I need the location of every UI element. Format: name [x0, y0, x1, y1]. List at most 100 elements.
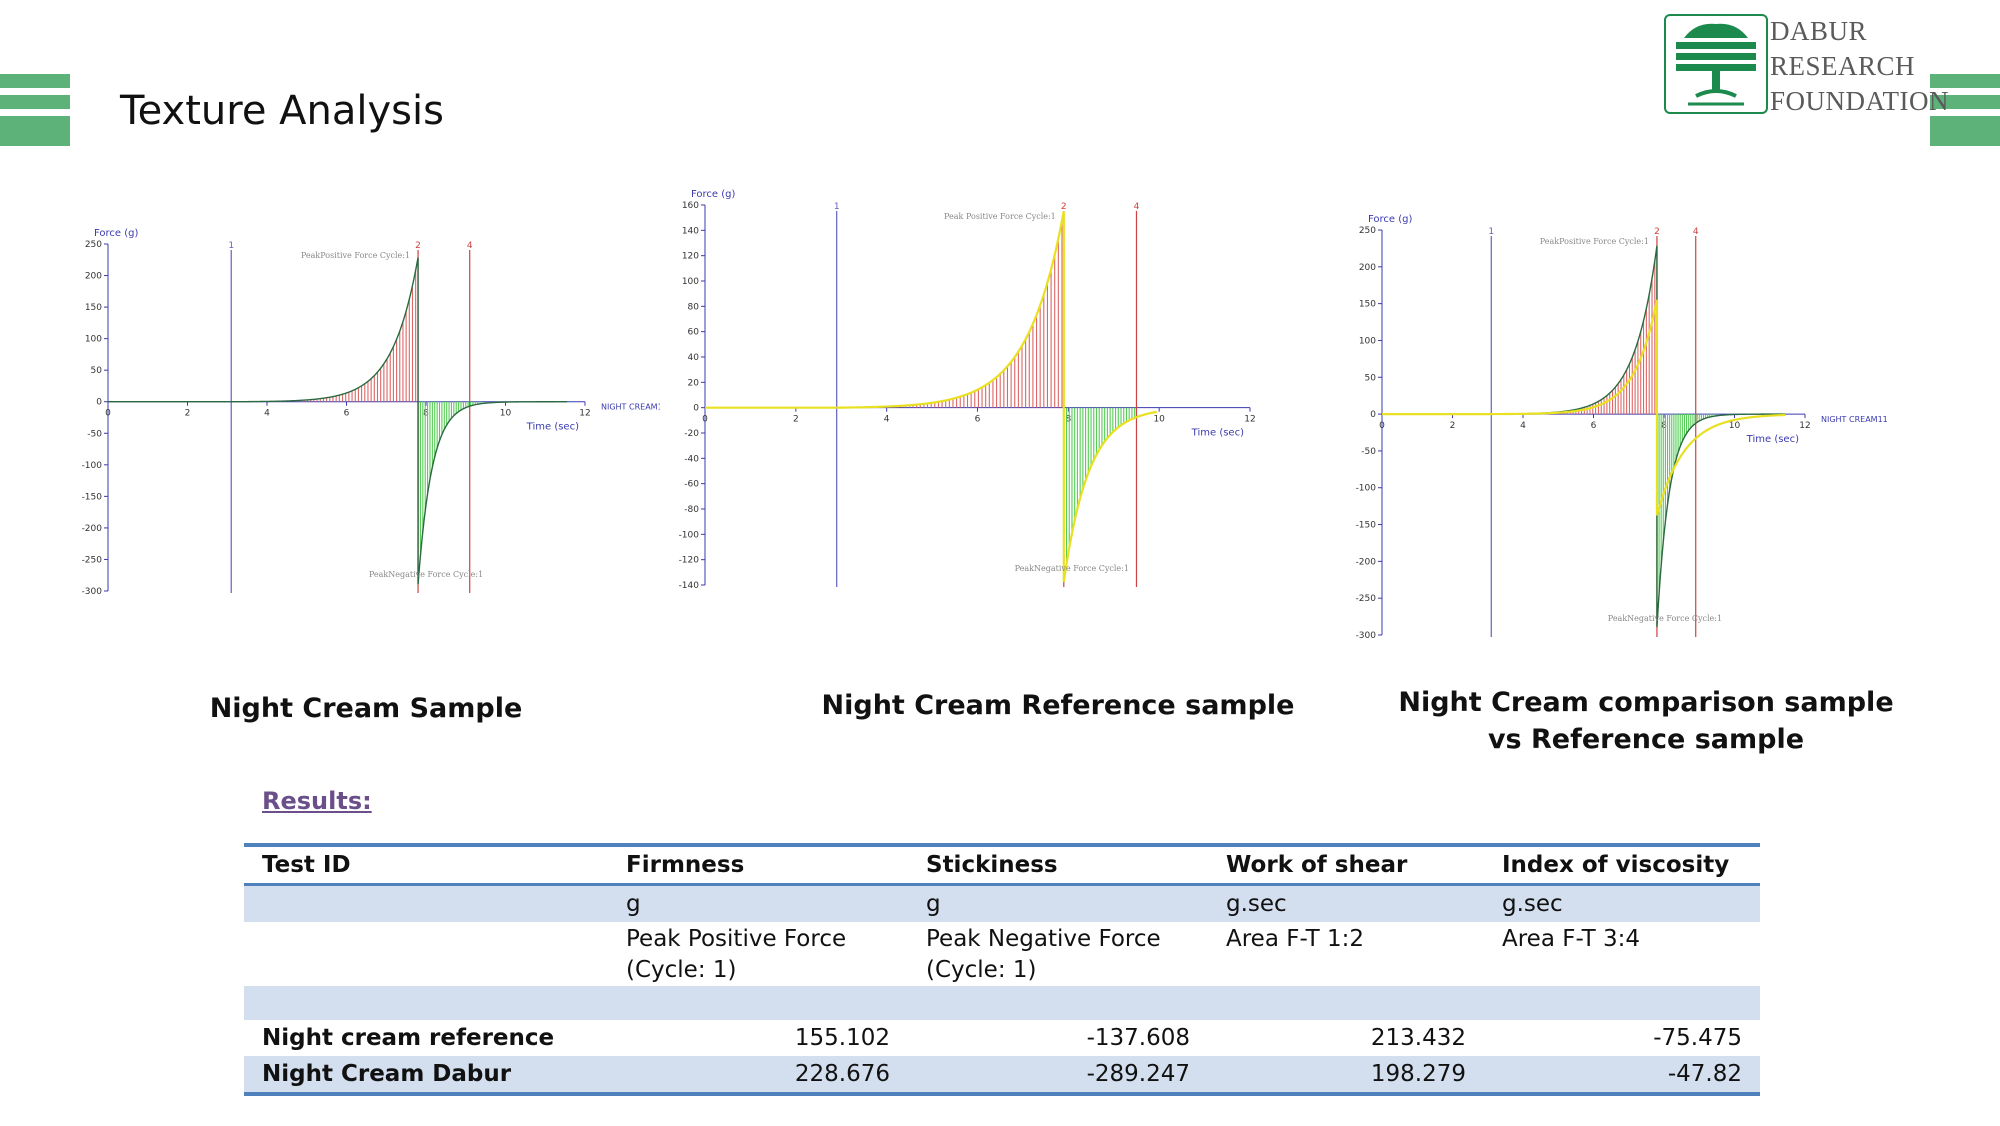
description-cell: Peak Positive Force (Cycle: 1)	[626, 926, 847, 983]
index-of-viscosity-cell: -75.475	[1653, 1025, 1742, 1051]
x-tick-label: 8	[1065, 415, 1071, 425]
y-tick-label: 250	[1359, 226, 1376, 236]
y-axis-label: Force (g)	[94, 228, 138, 239]
column-header: Index of viscosity	[1484, 843, 1760, 886]
x-tick-label: 6	[344, 409, 350, 419]
results-heading: Results:	[262, 787, 372, 815]
caption-comparison: Night Cream comparison sample vs Referen…	[1396, 684, 1896, 758]
left-bar-top	[0, 74, 70, 88]
x-tick-label: 4	[884, 415, 890, 425]
y-tick-label: -80	[684, 505, 699, 515]
x-tick-label: 6	[975, 415, 981, 425]
marker-label: 2	[1654, 227, 1660, 237]
y-tick-label: -50	[87, 429, 102, 439]
left-bar-bottom	[0, 116, 70, 146]
y-tick-label: 120	[682, 252, 699, 262]
y-tick-label: 150	[1359, 300, 1376, 310]
y-tick-label: -150	[82, 492, 103, 502]
peak-positive-annotation: PeakPositive Force Cycle:1	[1540, 237, 1649, 246]
x-tick-label: 0	[105, 409, 111, 419]
peak-negative-annotation: PeakNegative Force Cycle:1	[369, 570, 483, 579]
table-header-row: Test ID Firmness Stickiness Work of shea…	[244, 843, 1760, 886]
peak-negative-annotation: PeakNegative Force Cycle:1	[1608, 614, 1722, 623]
peak-positive-annotation: Peak Positive Force Cycle:1	[944, 212, 1056, 221]
right-bar-top	[1930, 74, 2000, 88]
unit-cell: g	[908, 884, 1208, 922]
y-tick-label: -120	[679, 556, 700, 566]
x-tick-label: 12	[1799, 421, 1810, 431]
y-tick-label: -200	[82, 524, 103, 534]
y-tick-label: -250	[82, 555, 103, 565]
y-tick-label: 0	[96, 398, 102, 408]
y-tick-label: 0	[693, 404, 699, 414]
unit-cell: g.sec	[1208, 884, 1484, 922]
y-tick-label: -100	[679, 530, 700, 540]
y-tick-label: -300	[82, 587, 103, 597]
x-axis-label: Time (sec)	[526, 422, 579, 433]
test-id-cell: Night Cream Dabur	[244, 1056, 608, 1096]
x-axis-label: Time (sec)	[1746, 434, 1799, 445]
y-tick-label: -150	[1356, 521, 1377, 531]
blank-cell	[1484, 986, 1760, 1020]
y-tick-label: 250	[85, 240, 102, 250]
description-cell	[244, 922, 608, 986]
caption-night-cream-sample: Night Cream Sample	[166, 690, 566, 727]
series-legend-label: NIGHT CREAM11	[1821, 415, 1888, 424]
firmness-cell: 228.676	[608, 1056, 908, 1096]
marker-label: 4	[467, 241, 473, 251]
column-header: Firmness	[608, 843, 908, 886]
logo-line: FOUNDATION	[1770, 86, 1949, 116]
marker-label: 2	[415, 241, 421, 251]
right-bar-middle	[1930, 95, 2000, 109]
table-blank-row	[244, 986, 1760, 1020]
x-tick-label: 4	[264, 409, 270, 419]
table-description-row: Peak Positive Force (Cycle: 1) Peak Nega…	[244, 922, 1760, 986]
marker-label: 2	[1061, 202, 1067, 212]
left-bar-middle	[0, 95, 70, 109]
description-cell: Peak Negative Force (Cycle: 1)	[926, 926, 1161, 983]
texture-chart-reference-sample: 160140120100806040200-20-40-60-80-100-12…	[679, 189, 1256, 591]
y-tick-label: 80	[688, 302, 700, 312]
texture-chart-comparison: 250 200 150 100 50 0 -50 -100 -150 -200 -250 -300 0 2…	[1356, 214, 1888, 641]
table-units-row: g g g.sec g.sec	[244, 884, 1760, 922]
x-tick-label: 10	[1153, 415, 1165, 425]
series-legend-label: NIGHT CREAM11	[601, 403, 660, 412]
y-tick-label: 160	[682, 201, 699, 211]
y-tick-label: 100	[85, 335, 102, 345]
y-tick-label: 200	[1359, 263, 1376, 273]
y-tick-label: -140	[679, 581, 700, 591]
y-tick-label: -50	[1361, 447, 1376, 457]
y-tick-label: 60	[688, 328, 700, 338]
caption-line: Night Cream comparison sample	[1398, 687, 1894, 718]
y-axis-label: Force (g)	[1368, 214, 1412, 225]
right-bar-bottom	[1930, 116, 2000, 146]
blank-cell	[908, 986, 1208, 1020]
y-tick-label: 100	[682, 277, 699, 287]
y-tick-label: 40	[688, 353, 700, 363]
y-tick-label: 20	[688, 378, 700, 388]
caption-reference-sample: Night Cream Reference sample	[808, 687, 1308, 724]
y-tick-label: -300	[1356, 631, 1377, 641]
work-of-shear-cell: 198.279	[1208, 1056, 1484, 1096]
stickiness-cell: -289.247	[908, 1056, 1208, 1096]
blank-cell	[1208, 986, 1484, 1020]
dabur-logo: DABUR RESEARCH FOUNDATION	[1664, 14, 1949, 116]
y-axis-label: Force (g)	[691, 189, 735, 200]
column-header: Work of shear	[1208, 843, 1484, 886]
y-tick-label: 0	[1370, 410, 1376, 420]
slide-title: Texture Analysis	[120, 88, 444, 134]
caption-line: Night Cream Reference sample	[821, 690, 1295, 721]
stickiness-cell: -137.608	[1086, 1025, 1190, 1051]
column-header: Test ID	[244, 843, 608, 886]
logo-text: DABUR RESEARCH FOUNDATION	[1770, 14, 1949, 119]
y-tick-label: -100	[82, 461, 103, 471]
y-tick-label: 50	[91, 366, 103, 376]
work-of-shear-cell: 213.432	[1370, 1025, 1466, 1051]
y-tick-label: -20	[684, 429, 699, 439]
description-cell: Area F-T 1:2	[1226, 926, 1365, 952]
firmness-cell: 155.102	[794, 1025, 890, 1051]
logo-line: RESEARCH	[1770, 51, 1916, 81]
column-header: Stickiness	[908, 843, 1208, 886]
peak-negative-annotation: PeakNegative Force Cycle:1	[1015, 564, 1129, 573]
x-tick-label: 0	[702, 415, 708, 425]
